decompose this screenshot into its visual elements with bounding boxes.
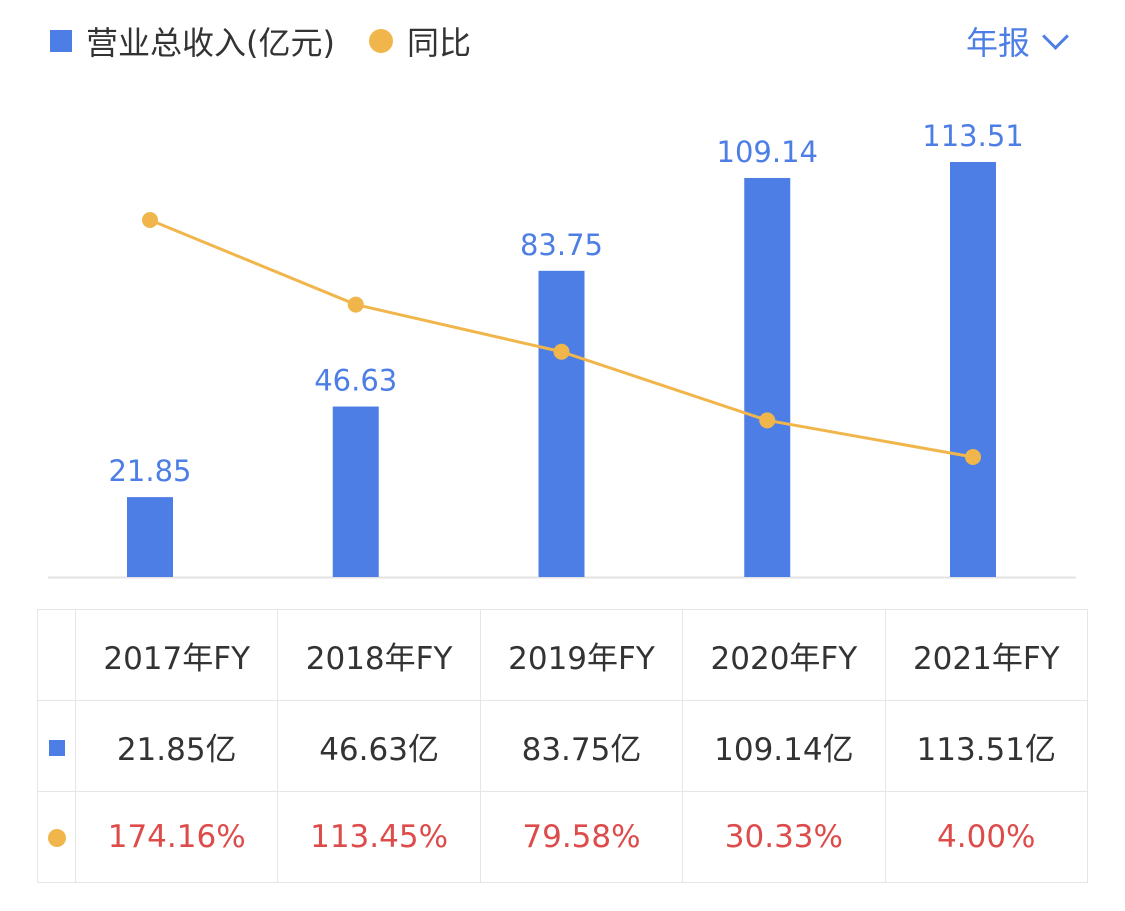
bar	[950, 162, 996, 577]
chart-legend: 营业总收入(亿元) 同比	[50, 18, 471, 64]
table-cell: 83.75亿	[479, 700, 684, 792]
table-cell: 21.85亿	[74, 700, 279, 792]
chart: 21.85 46.63 83.75 109.14 113.51	[48, 119, 1076, 579]
header-cell: 2019年FY	[479, 609, 684, 701]
table-header-row: 2017年FY 2018年FY 2019年FY 2020年FY 2021年FY	[37, 609, 1089, 701]
yoy-point	[553, 343, 570, 360]
header-cell: 2017年FY	[74, 609, 279, 701]
line-marker-icon	[47, 829, 66, 847]
table-cell: 174.16%	[74, 791, 279, 883]
header-cell: 2020年FY	[682, 609, 886, 701]
data-table: 2017年FY 2018年FY 2019年FY 2020年FY 2021年FY …	[37, 609, 1089, 883]
bar-value-label: 21.85	[108, 454, 191, 488]
bar-value-label: 113.51	[922, 119, 1023, 153]
header-cell: 2018年FY	[277, 609, 481, 701]
table-cell: 109.14亿	[682, 700, 886, 792]
table-cell: 113.51亿	[884, 700, 1089, 792]
table-cell: 30.33%	[682, 791, 886, 883]
yoy-point	[142, 211, 158, 228]
bar-legend-label: 营业总收入(亿元)	[86, 24, 335, 62]
table-cell: 79.58%	[479, 791, 684, 883]
table-cell: 113.45%	[277, 791, 481, 883]
bar-value-label: 83.75	[520, 228, 603, 262]
period-dropdown[interactable]: 年报	[965, 18, 1069, 64]
yoy-point	[347, 296, 364, 313]
bar	[332, 406, 379, 577]
bar-marker-icon	[48, 740, 65, 756]
bar-value-label: 109.14	[717, 135, 818, 169]
yoy-point	[759, 412, 776, 429]
bar	[127, 497, 173, 577]
line-legend-label: 同比	[406, 24, 471, 62]
corner-cell	[37, 609, 76, 701]
period-label: 年报	[965, 24, 1030, 62]
header-cell: 2021年FY	[884, 609, 1089, 701]
table-cell: 46.63亿	[277, 700, 481, 792]
bar	[744, 177, 791, 577]
bar	[538, 270, 585, 577]
table-cell: 4.00%	[884, 791, 1089, 883]
line-legend-icon	[368, 29, 393, 53]
bar-legend-icon	[50, 30, 72, 52]
table-row-revenue: 21.85亿 46.63亿 83.75亿 109.14亿 113.51亿	[37, 700, 1089, 792]
bar-value-label: 46.63	[314, 364, 397, 398]
table-row-yoy: 174.16% 113.45% 79.58% 30.33% 4.00%	[37, 791, 1089, 883]
yoy-point	[965, 449, 981, 466]
